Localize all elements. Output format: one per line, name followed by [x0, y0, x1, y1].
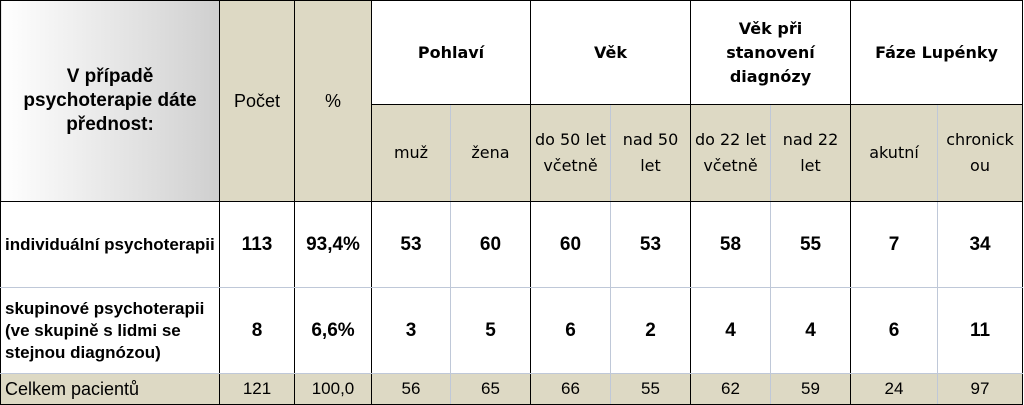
total-acute: 24: [850, 373, 939, 405]
cell-acute: 6: [850, 287, 939, 374]
cell-count: 113: [219, 201, 295, 288]
subheader-diag-over-22: nad 22 let: [769, 104, 852, 202]
row-label-individual: individuální psychoterapii: [0, 201, 220, 288]
total-percent: 100,0: [294, 373, 372, 405]
cell-female: 5: [450, 287, 531, 374]
total-diag-over-22: 59: [769, 373, 852, 405]
cell-age-to-50: 60: [530, 201, 611, 288]
subheader-acute: akutní: [850, 104, 939, 202]
cell-diag-to-22: 4: [690, 287, 771, 374]
total-male: 56: [371, 373, 451, 405]
cell-male: 53: [371, 201, 451, 288]
total-age-to-50: 66: [530, 373, 611, 405]
count-header: Počet: [219, 0, 295, 202]
group-header-age-at-diagnosis: Věk při stanovení diagnózy: [689, 0, 852, 105]
corner-header: V případě psychoterapie dáte přednost:: [0, 0, 220, 202]
table-row: skupinové psychoterapii (ve skupině s li…: [0, 287, 1024, 374]
table-row: individuální psychoterapii 113 93,4% 53 …: [0, 201, 1024, 288]
cell-age-over-50: 53: [610, 201, 691, 288]
cell-percent: 6,6%: [294, 287, 372, 374]
cell-percent: 93,4%: [294, 201, 372, 288]
total-chronic: 97: [937, 373, 1024, 405]
cell-male: 3: [371, 287, 451, 374]
cell-age-over-50: 2: [610, 287, 691, 374]
total-age-over-50: 55: [610, 373, 691, 405]
total-row: Celkem pacientů 121 100,0 56 65 66 55 62…: [0, 373, 1024, 405]
cell-diag-to-22: 58: [690, 201, 771, 288]
percent-header: %: [294, 0, 372, 202]
subheader-diag-to-22: do 22 let včetně: [690, 104, 771, 202]
cell-diag-over-22: 4: [769, 287, 852, 374]
cell-age-to-50: 6: [530, 287, 611, 374]
subheader-age-over-50: nad 50 let: [610, 104, 691, 202]
subheader-male: muž: [371, 104, 451, 202]
group-header-sex: Pohlaví: [371, 0, 531, 105]
subheader-chronic: chronick ou: [937, 104, 1024, 202]
cell-acute: 7: [850, 201, 939, 288]
cell-female: 60: [450, 201, 531, 288]
total-female: 65: [450, 373, 531, 405]
cell-count: 8: [219, 287, 295, 374]
group-header-psoriasis-phase: Fáze Lupénky: [850, 0, 1024, 105]
cell-diag-over-22: 55: [769, 201, 852, 288]
total-diag-to-22: 62: [690, 373, 771, 405]
row-label-group: skupinové psychoterapii (ve skupině s li…: [0, 287, 220, 374]
group-header-age: Věk: [530, 0, 691, 105]
subheader-age-to-50: do 50 let včetně: [530, 104, 611, 202]
total-label: Celkem pacientů: [0, 373, 220, 405]
subheader-female: žena: [450, 104, 531, 202]
cell-chronic: 11: [937, 287, 1024, 374]
cell-chronic: 34: [937, 201, 1024, 288]
total-count: 121: [219, 373, 295, 405]
